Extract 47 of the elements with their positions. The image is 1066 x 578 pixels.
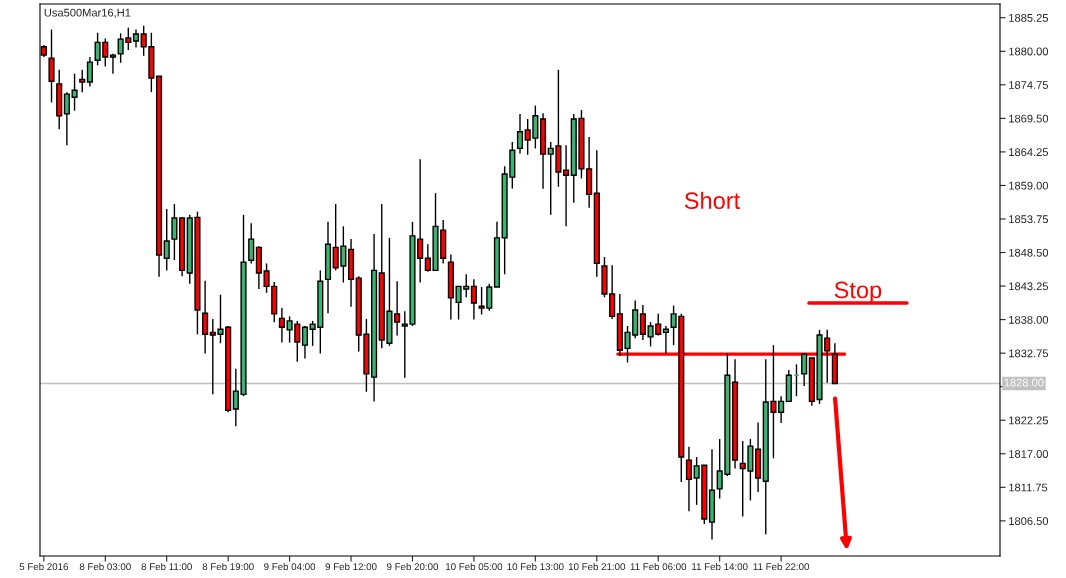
y-tick-label: 1874.75	[1009, 81, 1049, 89]
x-tick-label: 10 Feb 05:00	[446, 562, 503, 571]
ref-line-label: 1828.00	[1004, 378, 1044, 387]
y-tick-label: 1885.25	[1009, 14, 1049, 22]
x-tick-label: 10 Feb 21:00	[568, 562, 626, 571]
y-tick-label: 1838.00	[1009, 315, 1049, 324]
candlestick	[301, 325, 309, 360]
x-tick-label: 8 Feb 03:00	[79, 562, 131, 571]
candlestick	[163, 208, 170, 272]
candlestick	[202, 279, 209, 355]
candlestick	[278, 307, 285, 344]
chart-title: Usa500Mar16,H1	[44, 8, 131, 18]
y-tick-label: 1853.75	[1009, 215, 1049, 224]
y-tick-label: 1817.00	[1009, 450, 1049, 458]
y-tick-label: 1880.00	[1009, 47, 1049, 56]
y-tick-label: 1822.25	[1009, 416, 1049, 425]
x-tick-label: 9 Feb 12:00	[325, 562, 377, 571]
x-tick-label: 9 Feb 20:00	[386, 562, 439, 571]
candlestick	[248, 222, 255, 265]
y-tick-label: 1848.50	[1009, 248, 1049, 257]
candlestick	[662, 325, 669, 355]
x-tick-label: 5 Feb 2016	[19, 562, 69, 571]
candlestick	[48, 28, 55, 104]
candlestick	[801, 352, 808, 387]
candlestick	[685, 446, 693, 512]
y-tick-label: 1806.50	[1009, 517, 1049, 525]
x-tick-label: 11 Feb 14:00	[692, 562, 748, 571]
x-tick-label: 11 Feb 22:00	[753, 562, 810, 571]
candlestick	[516, 113, 524, 155]
y-tick-label: 1869.50	[1009, 114, 1049, 123]
y-tick-label: 1843.25	[1009, 282, 1049, 291]
candlestick	[79, 69, 86, 93]
ref-line-label: Stop	[834, 281, 882, 303]
candlestick	[171, 203, 178, 261]
candlestick	[86, 56, 93, 88]
x-tick-label: 11 Feb 06:00	[630, 562, 687, 571]
x-tick-label: 10 Feb 13:00	[507, 562, 564, 571]
y-tick-label: 1832.75	[1009, 349, 1049, 358]
y-tick-label: 1864.25	[1009, 148, 1049, 157]
x-tick-label: 8 Feb 19:00	[202, 562, 254, 571]
annotation: Short	[684, 191, 741, 210]
x-tick-label: 9 Feb 04:00	[264, 562, 316, 571]
x-tick-label: 8 Feb 11:00	[141, 562, 192, 571]
candlestick	[563, 144, 570, 228]
candlestick	[470, 278, 477, 321]
y-tick-label: 1859.00	[1009, 181, 1049, 190]
y-tick-label: 1811.75	[1009, 483, 1048, 492]
